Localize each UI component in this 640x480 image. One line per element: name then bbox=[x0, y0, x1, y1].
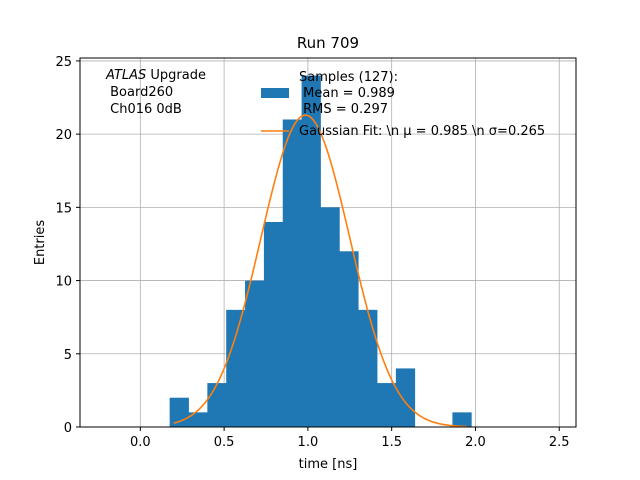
x-axis-label: time [ns] bbox=[299, 457, 358, 472]
x-tick-label-4: 2.0 bbox=[465, 435, 486, 450]
histogram-bar-10 bbox=[358, 309, 378, 427]
histogram-bar-5 bbox=[263, 222, 284, 427]
x-tick-label-3: 1.5 bbox=[381, 435, 402, 450]
histogram-bar-3 bbox=[226, 309, 246, 427]
x-tick-label-0: 0.0 bbox=[130, 435, 151, 450]
x-tick-label-2: 1.0 bbox=[298, 435, 319, 450]
annotation-atlas-italic: ATLAS bbox=[105, 68, 146, 83]
annotation-channel: Ch016 0dB bbox=[106, 102, 182, 117]
fit-line bbox=[173, 114, 468, 428]
legend-patch-samples bbox=[261, 88, 289, 98]
y-tick-label-0: 0 bbox=[64, 421, 72, 436]
annotation-upgrade: Upgrade bbox=[146, 68, 206, 83]
y-tick-label-2: 10 bbox=[55, 275, 72, 290]
histogram-bar-0 bbox=[169, 397, 189, 427]
annotation-board: Board260 bbox=[106, 85, 173, 100]
histogram-bar-6 bbox=[282, 119, 303, 427]
histogram-bar-1 bbox=[188, 412, 208, 427]
legend-samples-title: Samples (127): bbox=[299, 70, 398, 85]
x-tick-label-1: 0.5 bbox=[214, 435, 235, 450]
histogram-bar-15 bbox=[452, 412, 472, 427]
histogram-bar-12 bbox=[395, 368, 416, 427]
y-axis-label: Entries bbox=[33, 220, 48, 266]
gaussian-fit-curve bbox=[173, 114, 468, 428]
plot-frame bbox=[79, 57, 577, 428]
histogram-bar-7 bbox=[301, 75, 321, 428]
histogram-bars bbox=[169, 75, 472, 428]
y-tick-label-1: 5 bbox=[64, 348, 72, 363]
chart-title: Run 709 bbox=[297, 34, 359, 52]
histogram-bar-8 bbox=[320, 207, 340, 427]
x-tick-label-5: 2.5 bbox=[549, 435, 570, 450]
y-tick-label-3: 15 bbox=[55, 201, 72, 216]
histogram-bar-4 bbox=[245, 280, 265, 427]
legend-fit-label: Gaussian Fit: \n μ = 0.985 \n σ=0.265 bbox=[299, 124, 545, 139]
y-tick-label-4: 20 bbox=[55, 128, 72, 143]
svg-text:ATLAS Upgrade: ATLAS Upgrade bbox=[105, 68, 206, 83]
legend-samples-rms: RMS = 0.297 bbox=[299, 102, 388, 117]
histogram-bar-11 bbox=[377, 383, 397, 427]
atlas-annotation: ATLAS Upgrade Board260 Ch016 0dB bbox=[105, 68, 206, 117]
legend-samples-mean: Mean = 0.989 bbox=[299, 86, 395, 101]
legend: Samples (127): Mean = 0.989 RMS = 0.297 … bbox=[261, 70, 545, 139]
histogram-bar-9 bbox=[339, 251, 359, 427]
y-tick-label-5: 25 bbox=[55, 55, 72, 70]
histogram-bar-2 bbox=[207, 383, 227, 427]
axis-ticks: 0.0 0.5 1.0 1.5 2.0 2.5 0 5 10 15 20 25 bbox=[55, 55, 569, 450]
